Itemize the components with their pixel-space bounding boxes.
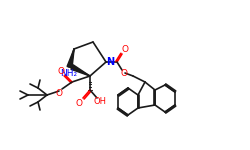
Text: OH: OH xyxy=(94,96,106,105)
Text: N: N xyxy=(106,57,114,67)
Text: O: O xyxy=(58,66,64,75)
Text: O: O xyxy=(76,99,82,108)
Polygon shape xyxy=(71,65,90,76)
Text: O: O xyxy=(120,69,128,78)
Text: O: O xyxy=(122,45,128,54)
Polygon shape xyxy=(67,49,74,68)
Text: O: O xyxy=(56,88,62,98)
Text: NH₂: NH₂ xyxy=(60,69,78,78)
